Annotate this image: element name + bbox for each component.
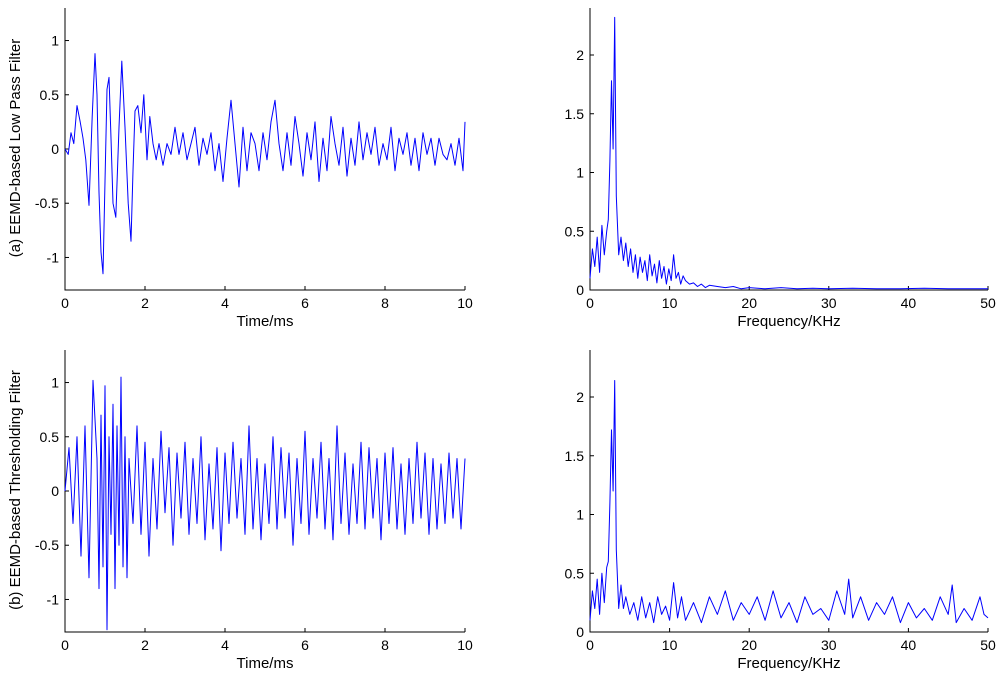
x-axis-label: Frequency/KHz xyxy=(737,313,840,330)
x-tick-label: 20 xyxy=(741,637,757,653)
y-tick-label: 1 xyxy=(576,165,584,181)
row-label-a: (a) EEMD-based Low Pass Filter xyxy=(7,39,24,257)
x-axis-label: Time/ms xyxy=(237,655,294,672)
x-tick-label: 30 xyxy=(821,637,837,653)
x-tick-label: 50 xyxy=(980,295,996,311)
y-tick-label: 1 xyxy=(51,33,59,49)
x-tick-label: 30 xyxy=(821,295,837,311)
panel-a-spectrum: 0 10 20 30 40 50 0 0.5 1 1.5 2 Frequency/KHz xyxy=(565,8,996,330)
axis-lines xyxy=(64,350,465,633)
y-tick-label: 0 xyxy=(51,141,59,157)
x-tick-label: 40 xyxy=(901,637,917,653)
y-tick-label: 1.5 xyxy=(565,106,585,122)
x-tick-label: 0 xyxy=(586,637,594,653)
x-axis-label: Time/ms xyxy=(237,313,294,330)
y-tick-label: 0 xyxy=(576,282,584,298)
y-tick-label: -0.5 xyxy=(35,195,59,211)
x-tick-label: 50 xyxy=(980,637,996,653)
y-tick-label: -1 xyxy=(47,249,60,265)
series-line xyxy=(64,376,466,631)
x-tick-label: 6 xyxy=(301,637,309,653)
x-tick-label: 2 xyxy=(141,637,149,653)
y-tick-label: 2 xyxy=(576,389,584,405)
x-tick-label: 4 xyxy=(221,637,229,653)
x-tick-label: 6 xyxy=(301,295,309,311)
panel-b-spectrum: 0 10 20 30 40 50 0 0.5 1 1.5 2 Frequency/KHz xyxy=(565,350,996,672)
x-tick-label: 10 xyxy=(457,637,473,653)
x-tick-label: 20 xyxy=(741,295,757,311)
y-tick-label: 1.5 xyxy=(565,448,585,464)
panel-a-time-signal: 0 2 4 6 8 10 -1 -0.5 0 0.5 1 Time/ms xyxy=(35,8,473,330)
y-tick-label: 2 xyxy=(576,47,584,63)
y-tick-label: 0 xyxy=(51,483,59,499)
x-axis-label: Frequency/KHz xyxy=(737,655,840,672)
series-line xyxy=(589,380,989,624)
series-line xyxy=(64,53,466,275)
y-tick-label: 0.5 xyxy=(40,429,60,445)
y-tick-label: 0.5 xyxy=(565,223,585,239)
x-tick-label: 8 xyxy=(381,637,389,653)
y-tick-label: 0.5 xyxy=(565,565,585,581)
x-tick-label: 8 xyxy=(381,295,389,311)
y-tick-label: 0.5 xyxy=(40,87,60,103)
panel-b-time-signal: 0 2 4 6 8 10 -1 -0.5 0 0.5 1 Time/ms xyxy=(35,350,473,672)
y-tick-label: 0 xyxy=(576,624,584,640)
x-tick-label: 0 xyxy=(61,637,69,653)
y-tick-label: -1 xyxy=(47,591,60,607)
x-tick-label: 0 xyxy=(61,295,69,311)
row-label-b: (b) EEMD-based Thresholding Filter xyxy=(7,370,24,610)
series-line xyxy=(589,16,988,290)
x-tick-label: 10 xyxy=(662,637,678,653)
x-tick-label: 10 xyxy=(662,295,678,311)
y-tick-label: -0.5 xyxy=(35,537,59,553)
y-tick-label: 1 xyxy=(576,507,584,523)
axis-lines xyxy=(589,8,988,291)
y-tick-label: 1 xyxy=(51,375,59,391)
x-tick-label: 0 xyxy=(586,295,594,311)
x-tick-label: 10 xyxy=(457,295,473,311)
axis-lines xyxy=(589,350,988,633)
x-tick-label: 4 xyxy=(221,295,229,311)
x-tick-label: 40 xyxy=(901,295,917,311)
x-tick-label: 2 xyxy=(141,295,149,311)
